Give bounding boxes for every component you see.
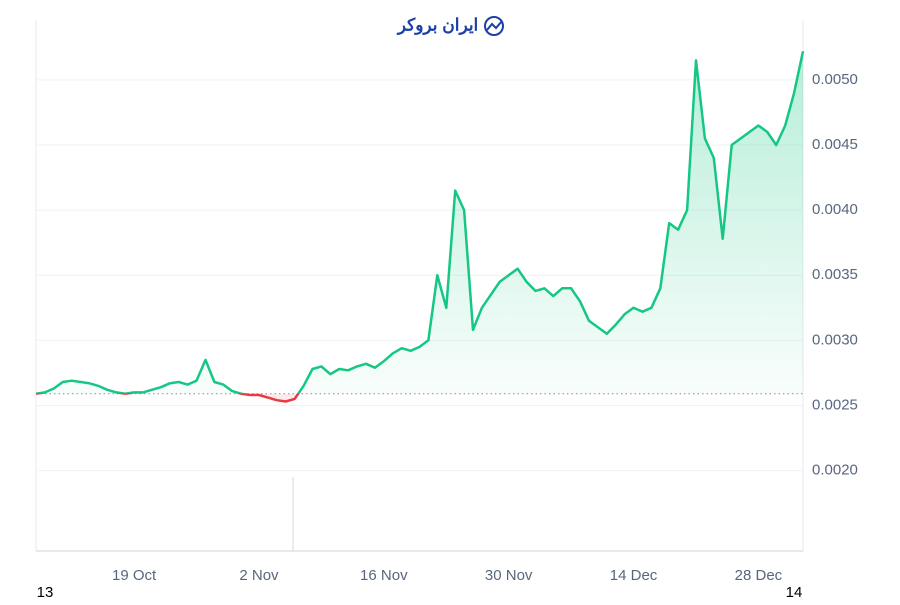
x-tick-label: 16 Nov: [360, 567, 408, 584]
x-tick-label: 30 Nov: [485, 567, 533, 584]
y-tick-label: 0.0040: [812, 201, 858, 218]
x-tick-label: 28 Dec: [735, 567, 783, 584]
corner-label: 13: [37, 584, 54, 600]
y-tick-label: 0.0050: [812, 71, 858, 88]
watermark-logo: ایران بروکر: [396, 15, 504, 36]
y-tick-label: 0.0025: [812, 396, 858, 413]
y-tick-label: 0.0020: [812, 462, 858, 479]
y-tick-label: 0.0045: [812, 136, 858, 153]
x-tick-label: 19 Oct: [112, 567, 157, 584]
x-tick-label: 2 Nov: [239, 567, 279, 584]
logo-icon: [484, 16, 504, 36]
x-tick-label: 14 Dec: [610, 567, 658, 584]
watermark: ایران بروکر: [396, 15, 479, 35]
price-line: [35, 51, 805, 403]
y-tick-label: 0.0030: [812, 331, 858, 348]
y-tick-label: 0.0035: [812, 266, 858, 283]
corner-label: 14: [786, 584, 803, 600]
logo-icon: [486, 20, 503, 31]
area: [36, 51, 803, 402]
